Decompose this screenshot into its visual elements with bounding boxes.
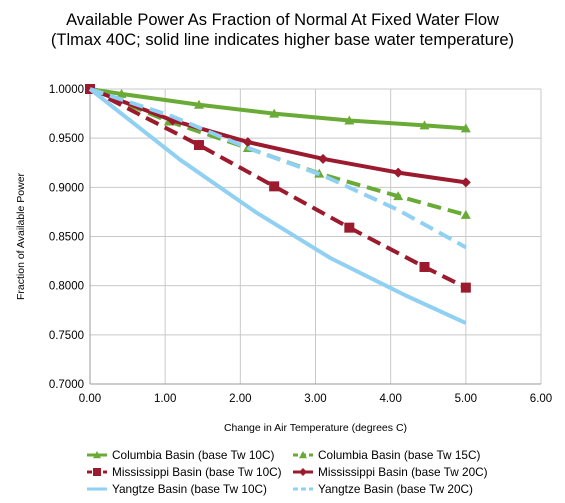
chart-title-line-2: (Tlmax 40C; solid line indicates higher … <box>50 31 515 49</box>
y-axis-title: Fraction of Available Power <box>15 172 27 300</box>
data-point <box>460 282 471 293</box>
data-point <box>460 123 471 133</box>
y-tick-label: 0.8000 <box>49 281 84 293</box>
legend-label: Mississippi Basin (base Tw 10C) <box>112 465 282 479</box>
legend-label: Yangtze Basin (base Tw 20C) <box>318 482 473 496</box>
data-point <box>419 261 430 272</box>
y-tick-label: 1.0000 <box>49 84 84 96</box>
legend-swatch-marker <box>299 468 307 476</box>
data-point <box>393 167 404 178</box>
x-tick-label: 6.00 <box>530 393 552 405</box>
legend-swatch <box>87 468 107 476</box>
data-point <box>193 140 204 151</box>
x-tick-label: 4.00 <box>379 393 401 405</box>
y-tick-label: 0.7500 <box>49 330 84 342</box>
legend-label: Columbia Basin (base Tw 15C) <box>318 448 481 462</box>
y-tick-label: 0.9500 <box>49 133 84 145</box>
legend-swatch-marker <box>299 451 307 459</box>
series-line <box>89 87 467 250</box>
series-line <box>88 87 467 325</box>
legend-item: Mississippi Basin (base Tw 20C) <box>292 464 488 480</box>
x-axis-title: Change in Air Temperature (degrees C) <box>224 422 407 434</box>
legend-swatch <box>293 468 313 476</box>
data-point <box>344 115 355 125</box>
data-point <box>460 209 471 219</box>
data-point <box>193 99 204 109</box>
x-tick-label: 3.00 <box>304 393 326 405</box>
legend-label: Yangtze Basin (base Tw 10C) <box>112 482 267 496</box>
legend-item: Mississippi Basin (base Tw 10C) <box>86 464 282 480</box>
data-point <box>318 153 329 164</box>
y-tick-label: 0.7000 <box>49 379 84 391</box>
data-point <box>269 108 280 118</box>
legend-swatch <box>87 487 107 491</box>
data-point <box>116 88 127 98</box>
legend-swatch <box>293 487 313 491</box>
legend-item: Columbia Basin (base Tw 15C) <box>292 447 480 463</box>
chart-title: Available Power As Fraction of Normal At… <box>0 10 565 50</box>
data-point <box>393 191 404 201</box>
series-line <box>89 87 467 290</box>
data-point <box>269 181 280 192</box>
series-line <box>89 87 467 185</box>
legend-item: Columbia Basin (base Tw 10C) <box>86 447 274 463</box>
legend-item: Yangtze Basin (base Tw 10C) <box>86 481 267 497</box>
legend-label: Columbia Basin (base Tw 10C) <box>112 448 275 462</box>
x-tick-label: 1.00 <box>154 393 176 405</box>
x-tick-label: 5.00 <box>455 393 477 405</box>
legend-swatch <box>293 451 313 459</box>
y-tick-label: 0.8500 <box>49 232 84 244</box>
data-point <box>419 120 430 130</box>
data-point <box>344 222 355 233</box>
x-tick-label: 0.00 <box>79 393 101 405</box>
legend-swatch-marker <box>93 451 101 459</box>
legend-swatch-marker <box>93 468 101 476</box>
chart-title-line-1: Available Power As Fraction of Normal At… <box>66 11 499 29</box>
data-point <box>242 137 253 148</box>
data-point <box>460 177 471 188</box>
series-line <box>89 87 467 217</box>
legend-item: Yangtze Basin (base Tw 20C) <box>292 481 473 497</box>
x-tick-label: 2.00 <box>229 393 251 405</box>
legend-swatch <box>87 451 107 459</box>
y-tick-label: 0.9000 <box>49 182 84 194</box>
legend-label: Mississippi Basin (base Tw 20C) <box>318 465 488 479</box>
